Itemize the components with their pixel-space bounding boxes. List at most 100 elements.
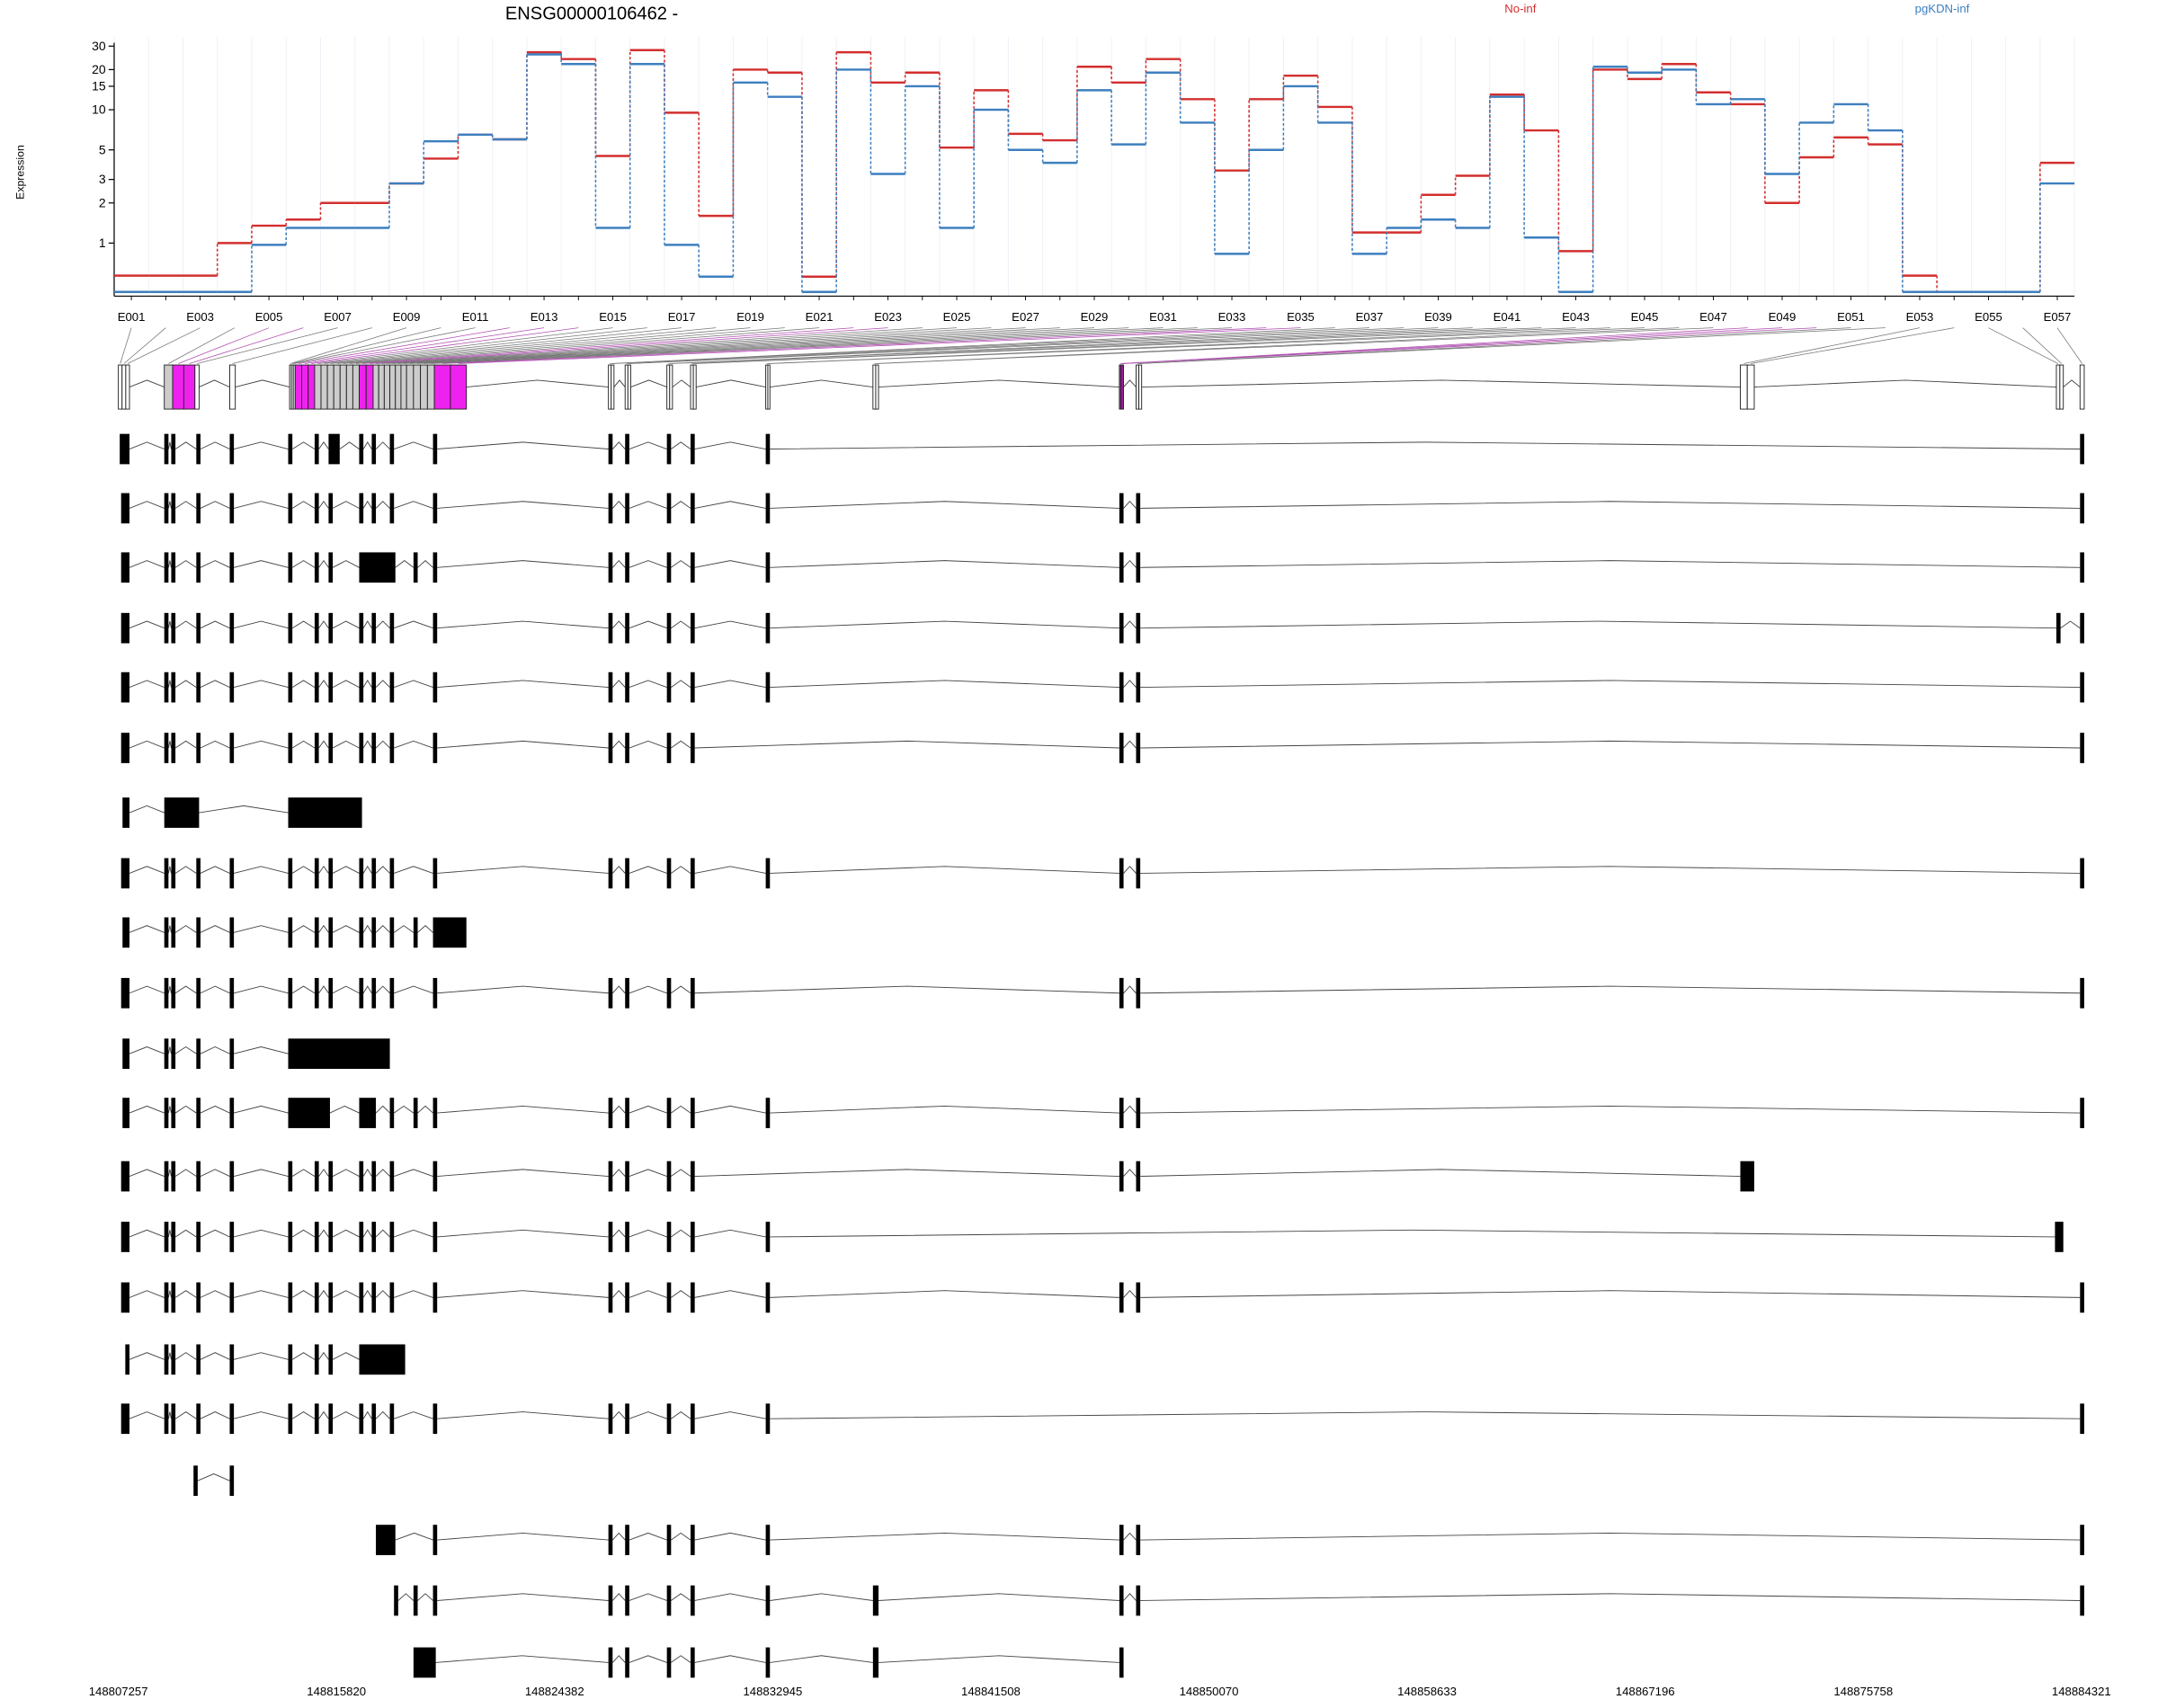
transcript-intron [332, 1229, 360, 1238]
genomic-tick-label: 148807257 [89, 1685, 148, 1698]
transcript-exon [2080, 672, 2084, 703]
transcript-intron [611, 1593, 626, 1601]
transcript-exon [608, 433, 613, 465]
transcript-intron [329, 1105, 360, 1114]
transcript-intron [200, 985, 230, 994]
transcript-exon [359, 552, 396, 583]
transcript-intron [129, 1169, 165, 1177]
transcript-exon [625, 1098, 629, 1128]
transcript-intron [362, 1289, 372, 1298]
transcript-intron [234, 1352, 289, 1360]
transcript-exon [314, 612, 319, 644]
transcript-exon [314, 1282, 319, 1313]
transcript-intron [129, 1046, 165, 1054]
transcript-intron [129, 441, 165, 449]
transcript-exon [432, 552, 438, 583]
transcript-intron [629, 1169, 667, 1177]
transcript-intron [174, 620, 197, 629]
transcript-exon [432, 1161, 438, 1192]
exon-link [336, 327, 717, 364]
transcript-intron [174, 1105, 197, 1114]
transcript-intron [200, 441, 230, 449]
transcript-exon [229, 917, 235, 948]
exon-link [1121, 327, 1783, 364]
transcript-intron [417, 560, 433, 568]
transcript-exon [691, 1282, 695, 1313]
exon-bin [400, 364, 407, 410]
exon-link [458, 327, 1301, 364]
exon-bin [308, 364, 316, 410]
transcript-exon [196, 493, 201, 524]
transcript-exon [1119, 1525, 1124, 1555]
transcript-exon [371, 917, 377, 948]
transcript-intron [611, 1532, 626, 1541]
transcript-intron [362, 740, 372, 749]
x-tick-label: E051 [1837, 310, 1865, 324]
transcript-intron [694, 985, 1119, 994]
transcript-intron [129, 1290, 165, 1298]
transcript-exon [164, 1344, 169, 1375]
genomic-tick-label: 148815820 [307, 1685, 366, 1698]
transcript-exon [171, 552, 176, 583]
transcript-exon [288, 433, 293, 465]
transcript-intron [394, 866, 433, 874]
transcript-intron [437, 1290, 609, 1298]
transcript-exon [625, 1222, 629, 1252]
exon-link [330, 327, 682, 364]
transcript-intron [770, 501, 1119, 509]
genomic-tick-label: 148867196 [1616, 1685, 1675, 1698]
transcript-exon [625, 977, 629, 1009]
transcript-exon [122, 1038, 129, 1070]
exon-link [127, 327, 201, 364]
transcript-exon [314, 977, 319, 1009]
y-axis-label: Expression [13, 145, 26, 200]
exon-link [197, 327, 338, 364]
transcript-intron [167, 925, 172, 933]
transcript-intron [694, 740, 1119, 749]
transcript-exon [359, 433, 364, 465]
transcript-exon [389, 917, 395, 948]
x-tick-label: E047 [1699, 310, 1727, 324]
transcript-exon [125, 1344, 129, 1375]
exon-bin [627, 364, 631, 410]
transcript-exon [288, 1282, 293, 1313]
transcript-exon [328, 433, 340, 465]
transcript-intron [611, 1655, 626, 1663]
exon-bin [121, 364, 127, 410]
transcript-exon [765, 858, 771, 889]
transcript-exon [371, 1222, 377, 1252]
transcript-exon [666, 1098, 672, 1128]
exon-bin [326, 364, 334, 410]
exon-link [355, 327, 820, 364]
transcript-exon [1119, 612, 1124, 644]
transcript-exon [2080, 1525, 2084, 1555]
transcript-exon [872, 1647, 879, 1678]
transcript-intron [234, 560, 289, 568]
transcript-exon [164, 552, 169, 583]
transcript-exon [314, 433, 319, 465]
transcript-exon [314, 858, 319, 889]
transcript-intron [1140, 620, 2056, 629]
transcript-intron [1140, 560, 2081, 568]
exon-link [629, 327, 1439, 364]
exon-bin [413, 364, 422, 410]
transcript-intron [167, 501, 172, 509]
x-tick-label: E029 [1081, 310, 1109, 324]
transcript-intron [362, 865, 372, 874]
transcript-intron [167, 560, 172, 568]
transcript-exon [1119, 1585, 1124, 1616]
transcript-intron [629, 680, 667, 689]
transcript-exon [120, 1282, 129, 1313]
transcript-intron [234, 866, 289, 874]
transcript-exon [389, 612, 395, 644]
transcript-intron [770, 441, 2081, 449]
transcript-exon [608, 552, 613, 583]
transcript-intron [437, 680, 609, 689]
transcript-intron [291, 620, 316, 629]
transcript-intron [291, 441, 316, 449]
transcript-exon [1136, 977, 1141, 1009]
transcript-intron [629, 1532, 667, 1541]
transcript-exon [765, 1647, 771, 1678]
transcript-exon [314, 917, 319, 948]
genomic-tick-label: 148858633 [1397, 1685, 1457, 1698]
